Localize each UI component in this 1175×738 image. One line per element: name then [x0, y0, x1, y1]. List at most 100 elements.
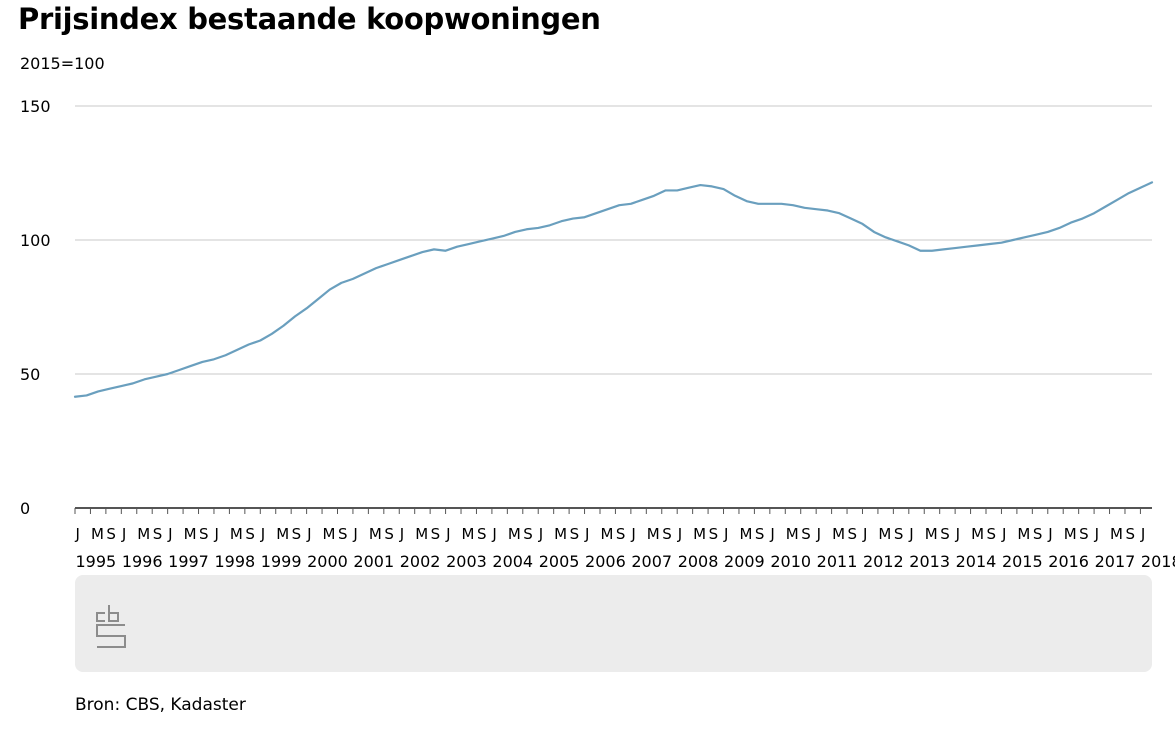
x-month-tick-label: J: [260, 525, 265, 543]
x-month-tick-label: J: [491, 525, 496, 543]
x-month-tick-label: S: [709, 525, 719, 543]
x-month-tick-label: M: [878, 525, 891, 543]
x-month-tick-label: M: [1110, 525, 1123, 543]
chart-subtitle: 2015=100: [20, 54, 105, 73]
x-month-tick-label: S: [894, 525, 904, 543]
x-month-tick-label: J: [677, 525, 682, 543]
x-month-tick-label: J: [306, 525, 311, 543]
logo-c-stroke: [96, 612, 105, 622]
x-year-label: 2007: [631, 552, 672, 571]
x-month-tick-label: J: [352, 525, 357, 543]
x-month-tick-label: S: [616, 525, 626, 543]
x-month-tick-label: S: [245, 525, 255, 543]
x-month-tick-label: S: [523, 525, 533, 543]
x-year-label: 2010: [770, 552, 811, 571]
x-month-tick-label: M: [600, 525, 613, 543]
x-month-tick-label: M: [971, 525, 984, 543]
x-year-label: 2004: [492, 552, 533, 571]
x-month-tick-label: J: [167, 525, 172, 543]
x-month-tick-label: S: [570, 525, 580, 543]
x-year-label: 2003: [446, 552, 487, 571]
x-month-tick-label: M: [369, 525, 382, 543]
x-month-tick-label: S: [755, 525, 765, 543]
y-tick-label: 100: [20, 231, 51, 250]
x-month-tick-label: M: [137, 525, 150, 543]
chart-source: Bron: CBS, Kadaster: [75, 695, 246, 715]
y-tick-label: 0: [20, 499, 30, 518]
x-month-tick-label: J: [121, 525, 126, 543]
x-month-tick-label: J: [630, 525, 635, 543]
x-month-tick-label: M: [832, 525, 845, 543]
x-month-tick-label: M: [647, 525, 660, 543]
x-month-tick-label: M: [323, 525, 336, 543]
x-year-label: 2017: [1095, 552, 1136, 571]
x-month-tick-label: J: [584, 525, 589, 543]
x-year-label: 2001: [353, 552, 394, 571]
x-month-tick-label: S: [1033, 525, 1043, 543]
x-month-tick-label: S: [940, 525, 950, 543]
x-month-tick-label: M: [508, 525, 521, 543]
x-month-tick-label: M: [230, 525, 243, 543]
x-month-tick-label: S: [662, 525, 672, 543]
x-year-label: 1995: [76, 552, 117, 571]
x-month-tick-label: J: [769, 525, 774, 543]
x-month-tick-label: M: [739, 525, 752, 543]
cbs-logo-icon: [96, 605, 126, 648]
footer-band: [75, 575, 1152, 672]
x-year-label: 2005: [539, 552, 580, 571]
x-month-tick-label: J: [213, 525, 218, 543]
x-year-label: 2006: [585, 552, 626, 571]
x-month-tick-label: M: [554, 525, 567, 543]
x-month-tick-label: S: [987, 525, 997, 543]
x-year-label: 2016: [1048, 552, 1089, 571]
x-year-label: 2008: [678, 552, 719, 571]
x-month-tick-label: S: [477, 525, 487, 543]
x-month-tick-label: J: [1140, 525, 1145, 543]
y-tick-label: 50: [20, 365, 40, 384]
x-month-tick-label: M: [1064, 525, 1077, 543]
x-month-tick-label: M: [462, 525, 475, 543]
x-month-tick-label: M: [1017, 525, 1030, 543]
x-month-tick-label: J: [1047, 525, 1052, 543]
series-line-0: [73, 181, 1154, 398]
x-month-tick-label: S: [384, 525, 394, 543]
x-month-tick-label: J: [908, 525, 913, 543]
x-month-tick-label: M: [786, 525, 799, 543]
x-year-label: 2009: [724, 552, 765, 571]
x-month-tick-label: S: [199, 525, 209, 543]
x-month-tick-label: J: [862, 525, 867, 543]
x-month-tick-label: J: [538, 525, 543, 543]
x-month-tick-label: M: [925, 525, 938, 543]
x-year-label: 2000: [307, 552, 348, 571]
x-year-label: 2015: [1002, 552, 1043, 571]
x-year-label: 2014: [956, 552, 997, 571]
x-month-tick-label: S: [106, 525, 116, 543]
x-year-label: 2018: [1141, 552, 1175, 571]
x-month-tick-label: J: [75, 525, 80, 543]
x-year-label: 2012: [863, 552, 904, 571]
y-tick-label: 150: [20, 97, 51, 116]
x-month-tick-label: S: [292, 525, 302, 543]
x-month-tick-label: J: [399, 525, 404, 543]
x-month-tick-label: S: [431, 525, 441, 543]
x-month-tick-label: M: [91, 525, 104, 543]
x-month-tick-label: J: [1094, 525, 1099, 543]
x-month-tick-label: S: [1079, 525, 1089, 543]
x-month-tick-label: J: [955, 525, 960, 543]
x-month-tick-label: M: [184, 525, 197, 543]
x-year-label: 2002: [400, 552, 441, 571]
logo-s-stroke: [96, 624, 126, 648]
x-year-label: 1998: [214, 552, 255, 571]
x-month-tick-label: S: [1125, 525, 1135, 543]
x-month-tick-label: S: [153, 525, 163, 543]
x-year-label: 1997: [168, 552, 209, 571]
x-month-tick-label: J: [723, 525, 728, 543]
x-year-label: 2013: [909, 552, 950, 571]
x-month-tick-label: S: [848, 525, 858, 543]
x-month-tick-label: J: [816, 525, 821, 543]
x-month-tick-label: M: [276, 525, 289, 543]
x-year-label: 2011: [817, 552, 858, 571]
x-year-label: 1996: [122, 552, 163, 571]
x-year-label: 1999: [261, 552, 302, 571]
